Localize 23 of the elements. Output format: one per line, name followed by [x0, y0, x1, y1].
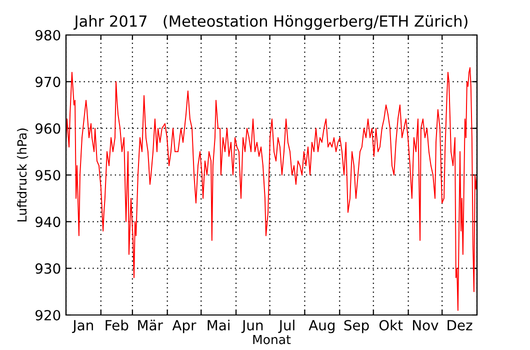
- x-tick-label: Mär: [138, 320, 163, 330]
- y-tick-label: 970: [36, 76, 60, 88]
- x-tick-label: Nov: [413, 320, 438, 330]
- y-tick-label: 940: [36, 216, 60, 228]
- y-tick-label: 920: [36, 310, 60, 320]
- x-tick-label: Feb: [106, 320, 128, 330]
- x-tick-label: Sep: [344, 320, 369, 334]
- x-tick-label: Jun: [241, 320, 263, 334]
- x-tick-label: Dez: [448, 320, 472, 330]
- y-tick-label: 980: [36, 30, 60, 40]
- line-series: [66, 67, 477, 311]
- x-tick-label: Apr: [172, 320, 196, 334]
- y-axis-title: Luftdruck (hPa): [16, 128, 28, 222]
- x-tick-label: Okt: [379, 320, 403, 330]
- y-tick-label: 950: [36, 170, 60, 180]
- x-tick-label: Mai: [208, 320, 230, 330]
- x-tick-label: Jul: [278, 320, 294, 334]
- x-tick-label: Aug: [308, 320, 334, 334]
- x-tick-label: Jan: [72, 320, 93, 334]
- chart-title: Jahr 2017 (Meteostation Hönggerberg/ETH Zürich): [73, 15, 468, 30]
- y-tick-label: 960: [36, 123, 60, 134]
- y-tick-label: 930: [36, 263, 60, 274]
- x-axis-title: Monat: [253, 334, 291, 344]
